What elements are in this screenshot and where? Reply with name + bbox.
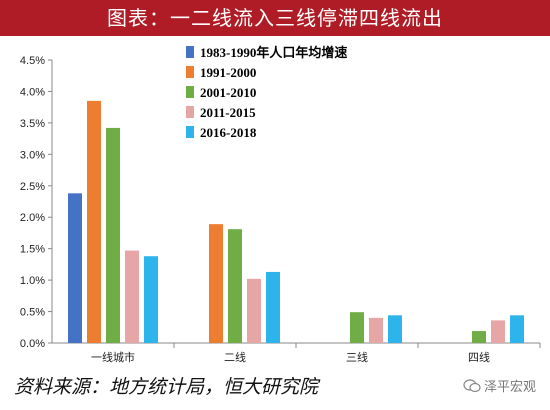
legend-label: 2011-2015 <box>200 105 256 120</box>
y-tick-label: 2.0% <box>20 212 45 224</box>
legend-swatch <box>186 86 194 98</box>
y-tick-label: 3.0% <box>20 149 45 161</box>
bar <box>125 250 139 343</box>
bar-chart: 0.0% 0.5% 1.0% 1.5% 2.0% 2.5% 3.0% 3.5% 4.0% 4.5%… <box>20 45 541 364</box>
source-note: 资料来源：地方统计局，恒大研究院 <box>14 376 319 398</box>
bar <box>491 320 505 343</box>
x-tick-label: 三线 <box>346 350 368 364</box>
bar <box>350 312 364 343</box>
bar <box>369 317 383 343</box>
y-tick-label: 0.0% <box>20 338 45 350</box>
bar <box>209 224 223 343</box>
y-tick-label: 2.5% <box>20 181 45 193</box>
bar <box>228 229 242 343</box>
x-tick-label: 一线城市 <box>91 350 135 364</box>
legend-swatch <box>186 46 194 58</box>
bar <box>472 331 486 343</box>
bar <box>247 278 261 343</box>
legend-label: 2001-2010 <box>200 85 256 100</box>
bar <box>87 100 101 343</box>
bar <box>106 127 120 343</box>
y-tick-label: 1.5% <box>20 244 45 256</box>
watermark: 泽平宏观 <box>463 376 536 395</box>
legend-label: 1991-2000 <box>200 65 256 80</box>
chart-title: 图表：一二线流入三线停滞四线流出 <box>0 0 550 36</box>
y-tick-label: 1.0% <box>20 275 45 287</box>
bar <box>266 271 280 343</box>
legend-swatch <box>186 66 194 78</box>
watermark-label: 泽平宏观 <box>483 380 536 395</box>
bar <box>144 256 158 343</box>
x-tick-label: 二线 <box>224 350 246 364</box>
legend-swatch <box>186 126 194 138</box>
legend-swatch <box>186 106 194 118</box>
wechat-icon <box>463 378 481 392</box>
legend-label: 2016-2018 <box>200 125 257 140</box>
y-tick-label: 4.5% <box>20 55 45 67</box>
bar <box>68 193 82 343</box>
x-tick-label: 四线 <box>468 350 490 364</box>
y-tick-label: 3.5% <box>20 118 45 130</box>
y-tick-label: 0.5% <box>20 307 45 319</box>
legend-label: 1983-1990年人口年均增速 <box>200 45 347 60</box>
y-tick-label: 4.0% <box>20 86 45 98</box>
bar <box>510 315 524 343</box>
bar <box>388 315 402 343</box>
